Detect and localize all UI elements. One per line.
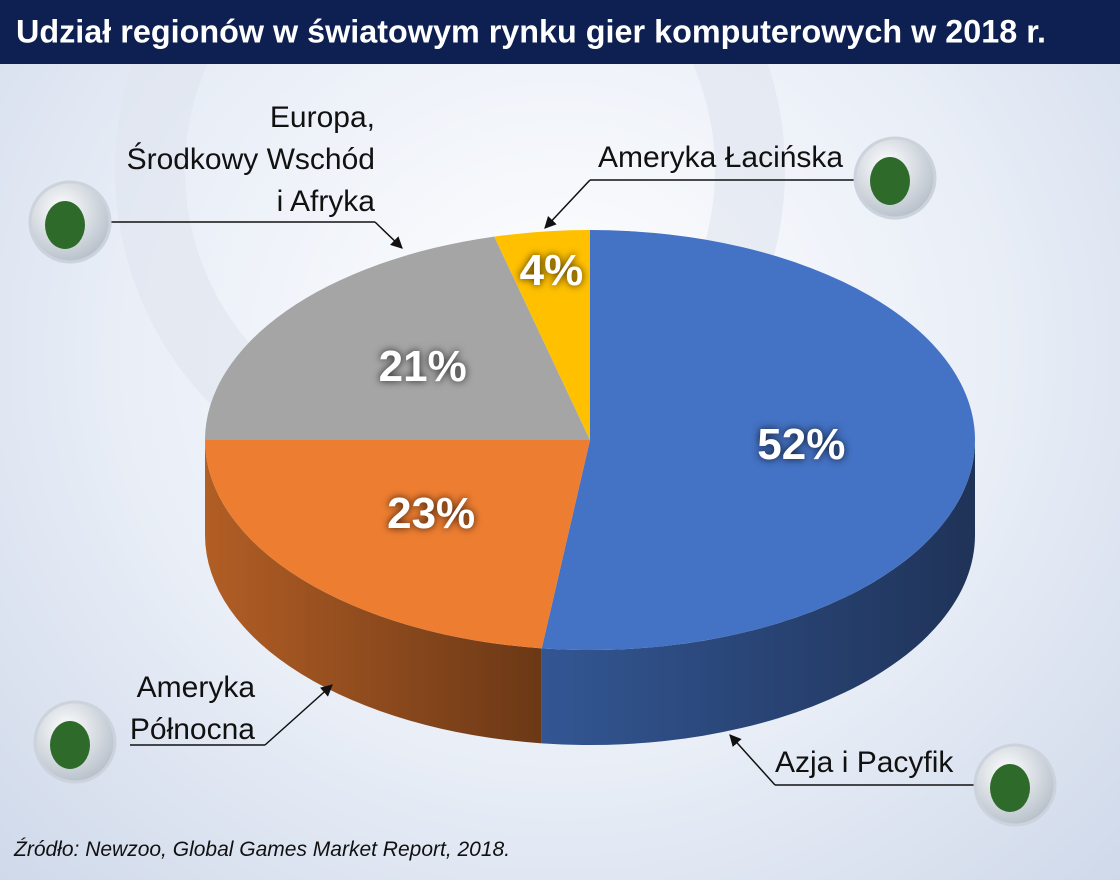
value-label: 4% (520, 246, 584, 295)
pie-slice (205, 440, 590, 649)
category-label: Azja i Pacyfik (775, 746, 954, 779)
value-label: 52% (757, 420, 845, 469)
globe-land (50, 721, 90, 769)
globe-land (45, 201, 85, 249)
pie-slice (541, 230, 975, 650)
pie-sides (205, 440, 975, 746)
leader-line (264, 684, 333, 746)
chart-title: Udział regionów w światowym rynku gier k… (16, 13, 1046, 49)
globe-land (870, 157, 910, 205)
category-label: Ameryka Północna (129, 671, 255, 746)
title-bar (0, 0, 1120, 64)
pie-side (205, 440, 542, 744)
value-label: 21% (379, 342, 467, 391)
category-label: Ameryka Łacińska (598, 141, 844, 174)
pie-slice (205, 236, 590, 440)
leader-line (374, 221, 403, 249)
leaders (28, 136, 1057, 827)
leader-line (729, 734, 776, 786)
value-label: 23% (387, 489, 475, 538)
category-label: Europa, Środkowy Wschód i Afryka (126, 101, 375, 218)
pie-slice (494, 230, 590, 440)
pie-side (541, 440, 975, 746)
pie-tops: 52% 23% 21% 4% (205, 230, 975, 650)
source: Źródło: Newzoo, Global Games Market Repo… (14, 838, 511, 861)
leader-line (544, 179, 591, 229)
globe-land (990, 764, 1030, 812)
